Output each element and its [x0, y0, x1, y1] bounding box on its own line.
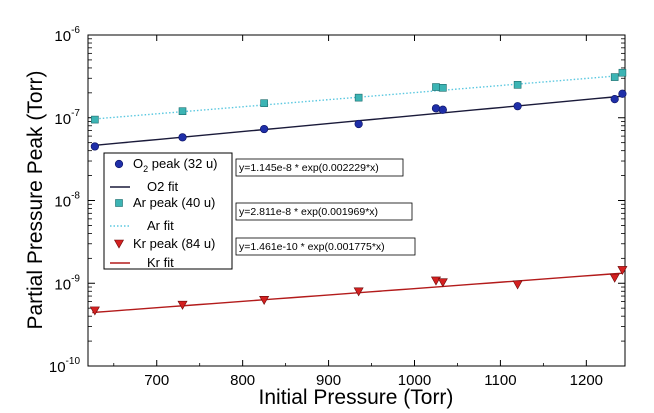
- fit-equation-ar-text: y=2.811e-8 * exp(0.001969*x): [239, 206, 378, 218]
- legend-entry-ar-peak: Ar peak (40 u): [115, 195, 215, 210]
- kr-data-point: [89, 306, 100, 316]
- y-tick-label: 10-9: [54, 273, 80, 293]
- ar-data-point: [432, 83, 440, 91]
- legend-o2-rest: peak (32 u): [148, 156, 217, 171]
- y-tick-label: 10-10: [49, 356, 81, 376]
- x-tick-label: 1200: [570, 372, 603, 389]
- kr-data-point: [512, 280, 523, 290]
- ar-data-point: [513, 81, 522, 89]
- x-tick-label: 1100: [484, 372, 516, 389]
- kr-data-point: [437, 278, 448, 288]
- legend-o2-main: O: [133, 156, 143, 171]
- x-axis-title: Initial Pressure (Torr): [259, 386, 454, 409]
- o2-data-point: [610, 95, 619, 104]
- fit-equation-ar: y=2.811e-8 * exp(0.001969*x): [235, 202, 413, 221]
- legend-label-o2-fit: O2 fit: [147, 179, 178, 194]
- kr-data-point: [430, 276, 441, 286]
- legend-marker-ar: [115, 199, 123, 207]
- legend-label-o2-peak: O2 peak (32 u): [133, 156, 218, 174]
- kr-data-point: [177, 300, 188, 310]
- legend-label-kr-peak: Kr peak (84 u): [133, 236, 215, 251]
- o2-data-point: [260, 124, 269, 134]
- ar-data-point: [610, 73, 619, 81]
- y-tick-label: 10-6: [54, 25, 80, 45]
- fit-equation-o2: y=1.145e-8 * exp(0.002229*x): [235, 158, 404, 177]
- fit-equation-kr-box: [235, 237, 416, 256]
- legend-o2-sub: 2: [143, 164, 148, 174]
- ar-data-point: [439, 84, 447, 92]
- ar-data-point: [260, 99, 268, 107]
- o2-data-point: [178, 133, 187, 142]
- o2-data-point: [431, 104, 441, 113]
- data-markers: [89, 68, 628, 316]
- x-ticks: 700 800 900 1000 1100 1200: [113, 35, 603, 389]
- legend-marker-kr: [113, 239, 125, 249]
- fit-equation-kr-text: y=1.461e-10 * exp(0.001775*x): [239, 241, 385, 253]
- o2-data-point: [618, 89, 627, 98]
- ar-data-point: [618, 68, 627, 77]
- y-tick-label: 10-7: [54, 108, 80, 128]
- legend-entry-ar-fit: Ar fit: [110, 218, 174, 233]
- x-tick-label: 1000: [398, 372, 431, 389]
- kr-data-point: [617, 266, 628, 276]
- kr-data-point: [609, 273, 620, 283]
- fit-equation-o2-box: [235, 158, 404, 177]
- legend-label-ar-peak: Ar peak (40 u): [133, 195, 215, 210]
- kr-data-point: [259, 296, 270, 305]
- x-tick-label: 800: [230, 372, 255, 389]
- legend-label-kr-fit: Kr fit: [147, 255, 174, 270]
- kr-data-point: [353, 287, 364, 297]
- legend-label-ar-fit: Ar fit: [147, 218, 174, 233]
- o2-data-point: [354, 119, 363, 129]
- o2-data-point: [513, 102, 522, 111]
- x-tick-label: 700: [144, 372, 169, 389]
- legend-entry-kr-peak: Kr peak (84 u): [113, 236, 215, 251]
- o2-data-point: [90, 142, 99, 151]
- legend-entry-o2-peak: O2 peak (32 u): [114, 156, 218, 174]
- x-tick-label: 900: [316, 372, 341, 389]
- y-axis-title: Partial Pressure Peak (Torr): [24, 70, 47, 329]
- fit-equation-ar-box: [235, 202, 413, 221]
- legend-box: [103, 152, 233, 270]
- o2-data-point: [438, 105, 447, 114]
- legend-entry-kr-fit: Kr fit: [110, 255, 174, 270]
- legend-marker-o2: [114, 159, 124, 169]
- ar-data-point: [91, 115, 99, 124]
- legend-entry-o2-fit: O2 fit: [110, 179, 178, 194]
- y-tick-label: 10-8: [54, 191, 80, 211]
- ar-data-point: [354, 93, 363, 102]
- fit-equation-kr: y=1.461e-10 * exp(0.001775*x): [235, 237, 416, 256]
- y-ticks: 10-10 10-9 10-8 10-7 10-6: [49, 25, 625, 376]
- ar-data-point: [178, 107, 187, 115]
- fit-equation-o2-text: y=1.145e-8 * exp(0.002229*x): [239, 162, 379, 174]
